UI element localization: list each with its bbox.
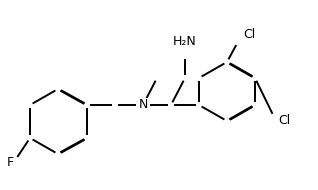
- Text: Cl: Cl: [278, 115, 290, 127]
- Text: Cl: Cl: [243, 28, 255, 41]
- Text: F: F: [7, 155, 14, 169]
- Text: H₂N: H₂N: [173, 35, 197, 48]
- Text: N: N: [138, 98, 148, 112]
